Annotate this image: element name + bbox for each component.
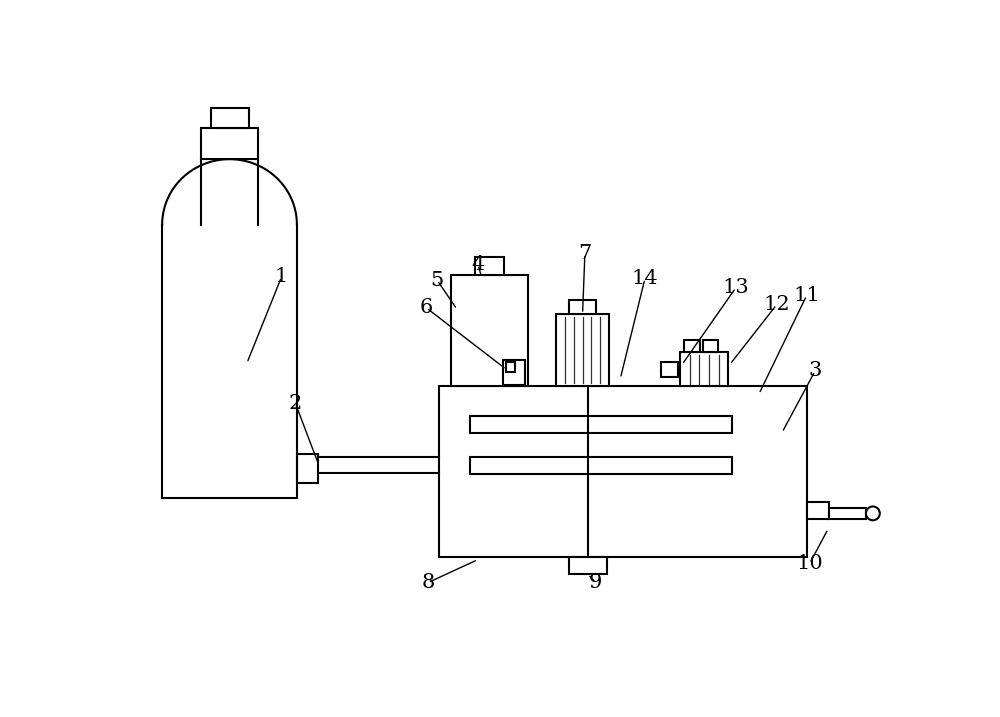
Bar bbox=[556, 314, 609, 386]
Text: 8: 8 bbox=[421, 573, 434, 592]
Text: 11: 11 bbox=[793, 286, 820, 305]
Text: 14: 14 bbox=[632, 269, 658, 288]
Bar bbox=[569, 557, 607, 574]
Bar bbox=[211, 108, 249, 128]
Bar bbox=[297, 454, 318, 483]
Bar bbox=[470, 457, 732, 474]
Bar bbox=[661, 361, 678, 377]
Bar bbox=[684, 340, 700, 353]
Bar bbox=[470, 416, 732, 432]
Bar bbox=[703, 340, 718, 353]
Text: 5: 5 bbox=[430, 270, 444, 290]
Polygon shape bbox=[162, 159, 297, 498]
Circle shape bbox=[866, 506, 880, 521]
Bar bbox=[506, 361, 515, 372]
Text: 2: 2 bbox=[289, 394, 302, 413]
Text: 10: 10 bbox=[796, 554, 823, 573]
Text: 12: 12 bbox=[763, 295, 790, 314]
Text: 7: 7 bbox=[578, 244, 592, 263]
Text: 3: 3 bbox=[808, 361, 822, 381]
Bar bbox=[680, 353, 728, 386]
Text: 9: 9 bbox=[589, 573, 602, 592]
Text: 1: 1 bbox=[275, 267, 288, 287]
Bar bbox=[451, 275, 528, 386]
Text: 6: 6 bbox=[420, 298, 433, 318]
Bar bbox=[475, 257, 504, 275]
Bar bbox=[201, 128, 258, 159]
Text: 13: 13 bbox=[722, 278, 749, 298]
Text: 4: 4 bbox=[471, 255, 484, 274]
Bar bbox=[439, 386, 807, 557]
Bar bbox=[807, 502, 829, 519]
Bar bbox=[569, 300, 596, 314]
Bar bbox=[503, 360, 525, 385]
Bar bbox=[829, 508, 866, 519]
